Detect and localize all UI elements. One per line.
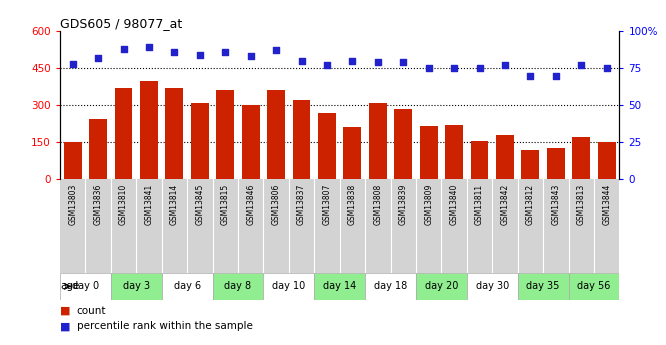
- Bar: [517, 273, 569, 300]
- Text: GSM13836: GSM13836: [94, 184, 103, 225]
- Text: GSM13841: GSM13841: [145, 184, 153, 225]
- Point: [525, 73, 535, 78]
- Point: [220, 49, 230, 55]
- Point: [576, 62, 587, 68]
- Bar: [60, 273, 111, 300]
- Point: [169, 49, 180, 55]
- Text: day 35: day 35: [526, 282, 560, 291]
- Point: [93, 55, 103, 60]
- Text: count: count: [77, 306, 106, 316]
- Bar: [344, 128, 361, 179]
- Text: day 8: day 8: [224, 282, 252, 291]
- Text: GSM13808: GSM13808: [374, 184, 382, 225]
- Bar: [416, 273, 467, 300]
- Bar: [496, 135, 514, 179]
- Bar: [369, 103, 387, 179]
- Text: GSM13838: GSM13838: [348, 184, 357, 225]
- Text: GSM13842: GSM13842: [500, 184, 509, 225]
- Text: GSM13814: GSM13814: [170, 184, 179, 225]
- Text: day 0: day 0: [72, 282, 99, 291]
- Text: GSM13843: GSM13843: [551, 184, 560, 225]
- Point: [118, 46, 129, 52]
- Bar: [471, 141, 488, 179]
- Bar: [521, 150, 539, 179]
- Point: [245, 53, 256, 59]
- Text: day 10: day 10: [272, 282, 306, 291]
- Text: GSM13844: GSM13844: [602, 184, 611, 225]
- Bar: [140, 80, 158, 179]
- Point: [601, 66, 612, 71]
- Text: GSM13806: GSM13806: [272, 184, 280, 225]
- Point: [500, 62, 510, 68]
- Bar: [394, 109, 412, 179]
- Text: ■: ■: [60, 321, 71, 331]
- Text: day 3: day 3: [123, 282, 150, 291]
- Text: day 6: day 6: [174, 282, 200, 291]
- Bar: [89, 119, 107, 179]
- Text: GSM13839: GSM13839: [399, 184, 408, 225]
- Bar: [242, 105, 260, 179]
- Text: GSM13813: GSM13813: [577, 184, 585, 225]
- Text: GSM13810: GSM13810: [119, 184, 128, 225]
- Bar: [569, 273, 619, 300]
- Point: [67, 61, 78, 67]
- Bar: [111, 273, 162, 300]
- Bar: [191, 103, 208, 179]
- Text: ■: ■: [60, 306, 71, 316]
- Text: GSM13837: GSM13837: [297, 184, 306, 225]
- Bar: [467, 273, 517, 300]
- Bar: [212, 273, 263, 300]
- Text: GSM13840: GSM13840: [450, 184, 459, 225]
- Bar: [445, 125, 463, 179]
- Bar: [162, 273, 212, 300]
- Bar: [292, 100, 310, 179]
- Text: GSM13807: GSM13807: [322, 184, 332, 225]
- Bar: [267, 90, 285, 179]
- Text: GSM13803: GSM13803: [68, 184, 77, 225]
- Bar: [216, 90, 234, 179]
- Text: GSM13809: GSM13809: [424, 184, 433, 225]
- Point: [424, 66, 434, 71]
- Text: day 20: day 20: [425, 282, 458, 291]
- Point: [271, 48, 282, 53]
- Point: [144, 45, 155, 50]
- Text: day 56: day 56: [577, 282, 611, 291]
- Point: [296, 58, 307, 63]
- Point: [449, 66, 460, 71]
- Bar: [365, 273, 416, 300]
- Point: [551, 73, 561, 78]
- Text: GSM13815: GSM13815: [220, 184, 230, 225]
- Text: day 18: day 18: [374, 282, 407, 291]
- Text: GSM13812: GSM13812: [526, 184, 535, 225]
- Bar: [263, 273, 314, 300]
- Text: GDS605 / 98077_at: GDS605 / 98077_at: [60, 17, 182, 30]
- Point: [398, 59, 408, 65]
- Point: [347, 58, 358, 63]
- Text: GSM13845: GSM13845: [195, 184, 204, 225]
- Bar: [115, 88, 133, 179]
- Bar: [598, 142, 615, 179]
- Text: GSM13846: GSM13846: [246, 184, 255, 225]
- Point: [194, 52, 205, 58]
- Point: [372, 59, 383, 65]
- Bar: [547, 148, 565, 179]
- Bar: [165, 88, 183, 179]
- Text: percentile rank within the sample: percentile rank within the sample: [77, 321, 252, 331]
- Text: day 14: day 14: [323, 282, 356, 291]
- Bar: [64, 142, 81, 179]
- Bar: [318, 112, 336, 179]
- Bar: [314, 273, 365, 300]
- Point: [474, 66, 485, 71]
- Point: [322, 62, 332, 68]
- Bar: [420, 126, 438, 179]
- Text: age: age: [61, 282, 80, 291]
- Text: GSM13811: GSM13811: [475, 184, 484, 225]
- Bar: [572, 137, 590, 179]
- Text: day 30: day 30: [476, 282, 509, 291]
